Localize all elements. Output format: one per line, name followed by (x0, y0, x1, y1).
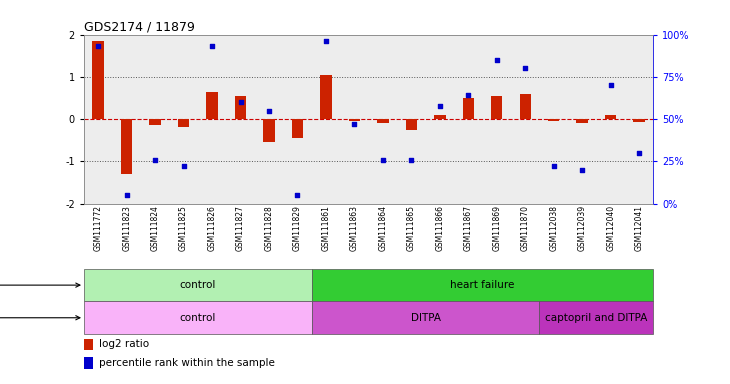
Text: control: control (180, 280, 216, 290)
Bar (235, 96, 246, 119)
Point (320, 38, 331, 45)
Point (349, 121, 361, 127)
Bar (320, 75, 331, 119)
Bar (369, 35, 397, 204)
Point (406, 157, 418, 163)
Bar (377, 119, 388, 123)
Bar (596, 35, 625, 204)
Bar (312, 35, 340, 204)
Bar (226, 35, 255, 204)
Point (121, 192, 133, 198)
Text: percentile rank within the sample: percentile rank within the sample (99, 358, 274, 368)
Point (434, 103, 445, 109)
Point (577, 167, 588, 173)
Bar (255, 35, 283, 204)
Bar (141, 35, 169, 204)
Bar (483, 35, 511, 204)
Bar (349, 119, 360, 121)
Bar (426, 35, 454, 204)
Point (92, 43, 104, 50)
Bar (112, 35, 141, 204)
Text: heart failure: heart failure (450, 280, 515, 290)
Bar (548, 119, 559, 121)
Point (235, 99, 247, 105)
Text: GDS2174 / 11879: GDS2174 / 11879 (84, 20, 195, 33)
Bar (198, 35, 226, 204)
Bar (605, 115, 616, 119)
Text: captopril and DITPA: captopril and DITPA (545, 313, 648, 323)
Bar (340, 35, 369, 204)
Point (604, 82, 616, 88)
Bar (84, 35, 112, 204)
Point (491, 57, 502, 63)
Bar (406, 119, 417, 130)
Bar (283, 35, 312, 204)
Point (548, 163, 559, 169)
Bar (207, 92, 218, 119)
Point (206, 43, 218, 50)
Bar (625, 35, 653, 204)
Bar (84, 357, 93, 369)
Text: disease state: disease state (0, 280, 80, 290)
Bar (397, 35, 426, 204)
Point (634, 150, 645, 156)
Bar (121, 119, 132, 174)
Bar (312, 301, 539, 334)
Point (292, 192, 304, 198)
Bar (577, 119, 588, 123)
Point (519, 65, 531, 71)
Bar (178, 119, 189, 127)
Bar (150, 119, 161, 126)
Bar (264, 119, 274, 142)
Bar (568, 35, 596, 204)
Point (463, 92, 474, 98)
Bar (491, 96, 502, 119)
Text: DITPA: DITPA (410, 313, 441, 323)
Bar (93, 41, 104, 119)
Point (377, 157, 388, 163)
Bar (292, 119, 303, 138)
Bar (520, 94, 531, 119)
Bar (539, 301, 653, 334)
Bar (434, 115, 445, 119)
Text: log2 ratio: log2 ratio (99, 339, 149, 349)
Text: agent: agent (0, 313, 80, 323)
Text: control: control (180, 313, 216, 323)
Point (149, 157, 161, 163)
Bar (454, 35, 483, 204)
Point (178, 163, 190, 169)
Point (263, 108, 274, 114)
Bar (84, 339, 93, 350)
Bar (84, 269, 312, 301)
Bar (169, 35, 198, 204)
Bar (539, 35, 568, 204)
Bar (634, 119, 645, 122)
Bar (511, 35, 539, 204)
Bar (463, 98, 474, 119)
Bar (84, 301, 312, 334)
Bar (312, 269, 653, 301)
